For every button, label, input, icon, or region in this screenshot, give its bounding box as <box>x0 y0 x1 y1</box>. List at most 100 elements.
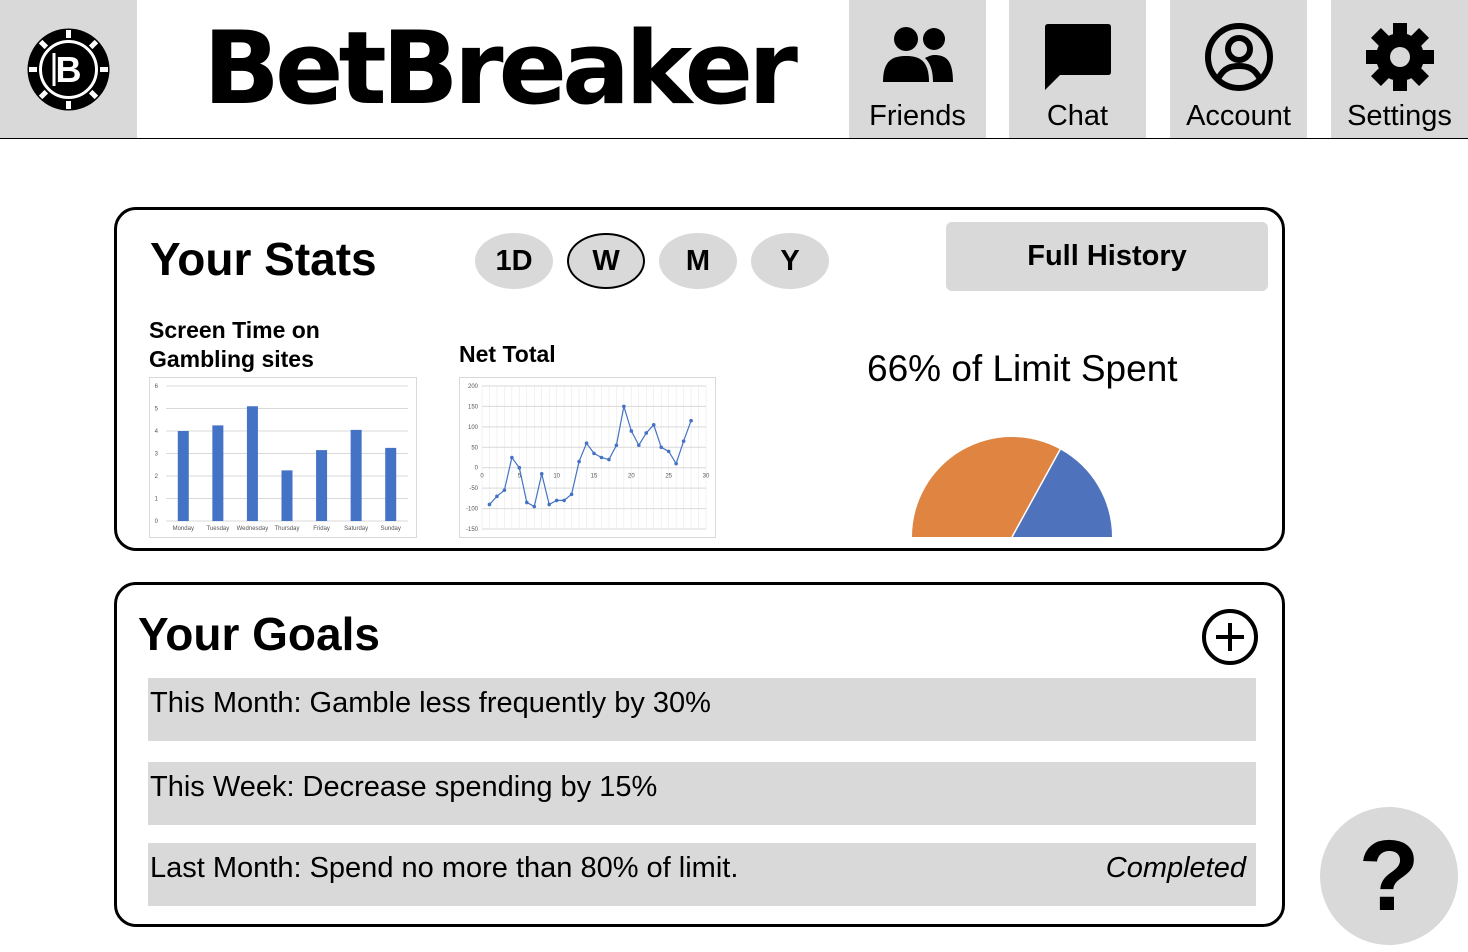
x-tick-label: Wednesday <box>237 526 269 532</box>
bar <box>281 470 293 521</box>
account-icon <box>1205 23 1273 91</box>
bar <box>350 429 362 521</box>
gear-icon <box>1366 23 1434 91</box>
x-tick-label: Saturday <box>344 526 368 532</box>
nav-account-button[interactable]: Account <box>1170 0 1307 138</box>
data-point <box>539 472 544 476</box>
data-point <box>637 443 641 448</box>
series-line <box>489 406 692 508</box>
x-tick-label: Sunday <box>381 526 401 532</box>
data-point <box>525 500 529 505</box>
x-tick-label: 0 <box>480 474 484 480</box>
range-year-button[interactable]: Y <box>751 233 829 289</box>
y-tick-label: -150 <box>466 527 479 533</box>
nav-friends-button[interactable]: Friends <box>849 0 986 138</box>
data-point <box>562 498 566 503</box>
data-point <box>599 455 604 460</box>
range-month-button[interactable]: M <box>659 233 737 289</box>
goal-item[interactable]: This Month: Gamble less frequently by 30… <box>148 678 1256 741</box>
x-tick-label: 10 <box>553 474 560 480</box>
data-point <box>644 431 649 435</box>
range-1d-button[interactable]: 1D <box>475 233 553 289</box>
data-point <box>607 457 611 462</box>
x-tick-label: Thursday <box>274 526 299 532</box>
y-tick-label: 200 <box>468 384 479 390</box>
nav-chat-button[interactable]: Chat <box>1009 0 1146 138</box>
friends-icon <box>883 27 953 82</box>
y-tick-label: 4 <box>155 429 159 435</box>
data-point <box>547 502 551 507</box>
data-point <box>584 441 589 445</box>
x-tick-label: 25 <box>665 474 672 480</box>
poker-chip-icon: B <box>27 28 110 111</box>
data-point <box>674 461 678 466</box>
bar <box>385 447 397 521</box>
full-history-button[interactable]: Full History <box>946 222 1268 291</box>
nav-settings-label: Settings <box>1347 100 1452 132</box>
data-point <box>495 494 499 499</box>
data-point <box>510 455 514 460</box>
y-tick-label: 150 <box>468 404 479 410</box>
data-point <box>659 445 663 450</box>
data-point <box>651 423 656 427</box>
screen-time-bar-chart: 0 1 2 3 4 5 6 Monday Tuesday Wednesday Thursday Fri… <box>149 377 417 538</box>
range-week-button[interactable]: W <box>567 233 645 289</box>
goals-card: Your Goals This Month: Gamble less frequ… <box>114 582 1285 927</box>
gauge-divider <box>1011 449 1061 538</box>
y-tick-label: 1 <box>155 497 159 503</box>
goal-text: Last Month: Spend no more than 80% of li… <box>150 852 739 884</box>
goal-item[interactable]: Last Month: Spend no more than 80% of li… <box>148 843 1256 906</box>
goal-text: This Month: Gamble less frequently by 30… <box>150 687 711 719</box>
stats-title: Your Stats <box>150 233 377 285</box>
nav-chat-label: Chat <box>1046 100 1109 132</box>
gauge-spent-slice <box>912 436 1061 537</box>
goal-status: Completed <box>1105 852 1246 884</box>
goal-text: This Week: Decrease spending by 15% <box>150 771 658 803</box>
data-point <box>681 439 686 443</box>
data-point <box>577 459 581 464</box>
stats-card: Your Stats 1D W M Y Full History Screen … <box>114 207 1285 551</box>
data-point <box>554 498 559 503</box>
data-point <box>487 502 492 507</box>
x-tick-label: Monday <box>173 526 194 532</box>
y-tick-label: 3 <box>155 452 159 458</box>
screen-time-chart-title: Screen Time on Gambling sites <box>149 317 320 372</box>
y-tick-label: -50 <box>469 486 478 492</box>
y-tick-label: 2 <box>155 474 159 480</box>
x-tick-label: 5 <box>518 474 522 480</box>
x-tick-label: Tuesday <box>206 526 229 532</box>
gauge-remaining-slice <box>1012 449 1112 537</box>
help-button[interactable]: ? <box>1320 807 1458 945</box>
data-point <box>666 449 671 454</box>
nav-friends-label: Friends <box>869 100 966 132</box>
goal-item[interactable]: This Week: Decrease spending by 15% <box>148 762 1256 825</box>
goals-title: Your Goals <box>138 608 380 660</box>
y-tick-label: 50 <box>471 445 478 451</box>
logo[interactable]: B <box>0 0 137 138</box>
data-point <box>569 492 574 497</box>
x-tick-label: Friday <box>313 526 330 532</box>
bar <box>316 450 328 521</box>
data-point <box>532 504 537 509</box>
x-tick-label: 20 <box>628 474 635 480</box>
bar <box>212 425 224 521</box>
data-point <box>614 443 619 448</box>
chat-icon <box>1045 24 1111 90</box>
top-bar: B BetBreaker Friends Chat Account <box>0 0 1468 139</box>
data-point <box>622 404 626 409</box>
nav-settings-button[interactable]: Settings <box>1331 0 1468 138</box>
limit-spent-text: 66% of Limit Spent <box>867 348 1178 389</box>
y-tick-label: -100 <box>466 507 479 513</box>
y-tick-label: 0 <box>155 519 159 525</box>
data-point <box>517 465 522 470</box>
y-tick-label: 100 <box>468 425 479 431</box>
bar <box>246 406 258 521</box>
y-tick-label: 5 <box>155 407 159 413</box>
nav-account-label: Account <box>1186 100 1291 132</box>
plus-circle-icon[interactable] <box>1201 608 1259 666</box>
data-point <box>502 488 507 492</box>
x-tick-label: 15 <box>591 474 598 480</box>
y-tick-label: 6 <box>155 384 159 390</box>
y-tick-label: 0 <box>475 466 479 472</box>
